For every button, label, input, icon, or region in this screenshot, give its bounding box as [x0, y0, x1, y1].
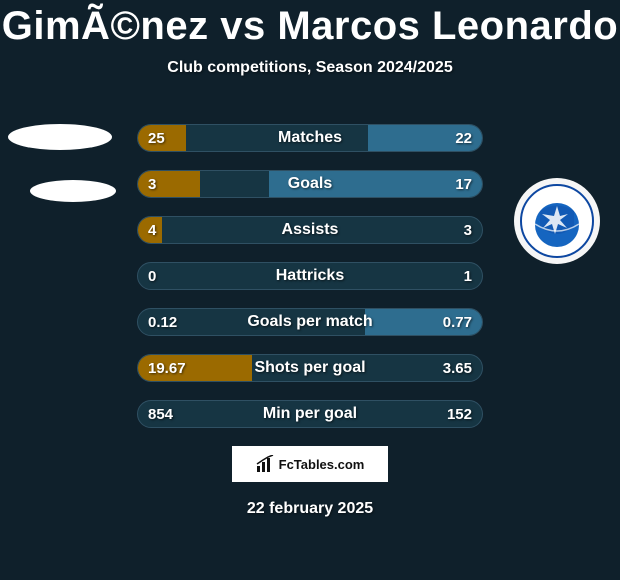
player-left-photo-placeholder-2 [30, 180, 116, 202]
stat-value-left: 0.12 [148, 309, 177, 335]
stat-value-right: 22 [455, 125, 472, 151]
stat-value-left: 854 [148, 401, 173, 427]
brand-footer[interactable]: FcTables.com [232, 446, 388, 482]
comparison-bars: 2522Matches317Goals43Assists01Hattricks0… [137, 124, 483, 446]
team-badge-icon [518, 182, 596, 260]
stat-row: 854 152Min per goal [137, 400, 483, 428]
stat-value-right: 1 [464, 263, 472, 289]
stat-row: 4 3Assists [137, 216, 483, 244]
brand-chart-icon [256, 455, 274, 473]
stat-row: 2522Matches [137, 124, 483, 152]
stat-row: 19.673.65Shots per goal [137, 354, 483, 382]
footer-date: 22 february 2025 [0, 500, 620, 518]
stat-value-left: 25 [148, 125, 165, 151]
stat-value-left: 3 [148, 171, 156, 197]
team-right-badge [514, 178, 600, 264]
comparison-title: GimÃ©nez vs Marcos Leonardo [0, 0, 620, 49]
stat-row: 317Goals [137, 170, 483, 198]
brand-text: FcTables.com [279, 457, 365, 472]
comparison-subtitle: Club competitions, Season 2024/2025 [0, 59, 620, 77]
stat-fill-right [269, 171, 482, 197]
stat-value-right: 17 [455, 171, 472, 197]
stat-row: 0.120.77Goals per match [137, 308, 483, 336]
stat-value-right: 3 [464, 217, 472, 243]
stat-value-right: 3.65 [443, 355, 472, 381]
player-left-photo-placeholder-1 [8, 124, 112, 150]
stat-value-right: 152 [447, 401, 472, 427]
stat-label: Assists [138, 217, 482, 243]
stat-value-left: 0 [148, 263, 156, 289]
stat-value-left: 19.67 [148, 355, 186, 381]
stat-value-left: 4 [148, 217, 156, 243]
stat-label: Hattricks [138, 263, 482, 289]
stat-label: Min per goal [138, 401, 482, 427]
stat-value-right: 0.77 [443, 309, 472, 335]
stat-row: 0 1Hattricks [137, 262, 483, 290]
